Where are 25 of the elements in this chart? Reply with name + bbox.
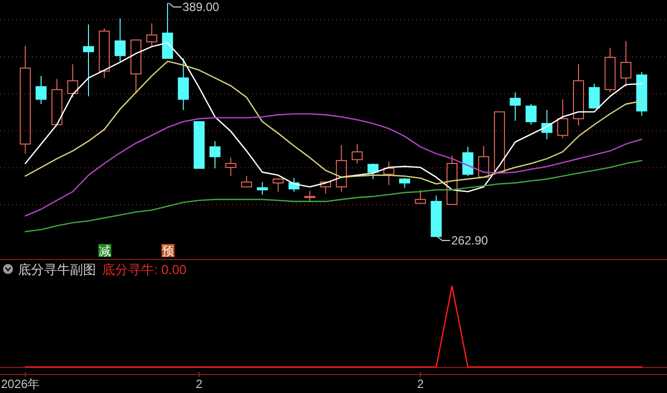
text: 减 — [98, 244, 111, 258]
chart-title: 底分寻牛副图 — [18, 262, 96, 277]
candlestick — [36, 75, 47, 105]
candlestick — [368, 163, 379, 180]
candlestick — [178, 58, 189, 110]
candlestick — [225, 157, 236, 177]
candlestick — [114, 18, 126, 62]
candlestick — [20, 45, 31, 154]
candlestick — [399, 178, 410, 188]
text: 底分寻牛: 0.00 — [102, 262, 187, 277]
annotation: 262.90 — [451, 233, 488, 248]
x-tick-label: 2026年 — [1, 377, 40, 391]
candlestick — [462, 146, 474, 177]
candlestick — [526, 104, 537, 126]
candlestick — [510, 92, 521, 122]
candlestick — [83, 24, 94, 97]
candlestick — [209, 140, 220, 169]
annotation: 389.00 — [182, 0, 220, 14]
candlestick — [572, 64, 584, 126]
candlestick — [256, 182, 268, 196]
text: 预 — [162, 244, 174, 258]
candlestick — [588, 83, 600, 108]
x-tick-label: 2 — [196, 377, 203, 391]
candlestick — [604, 47, 616, 93]
x-tick-label: 2 — [417, 377, 424, 391]
